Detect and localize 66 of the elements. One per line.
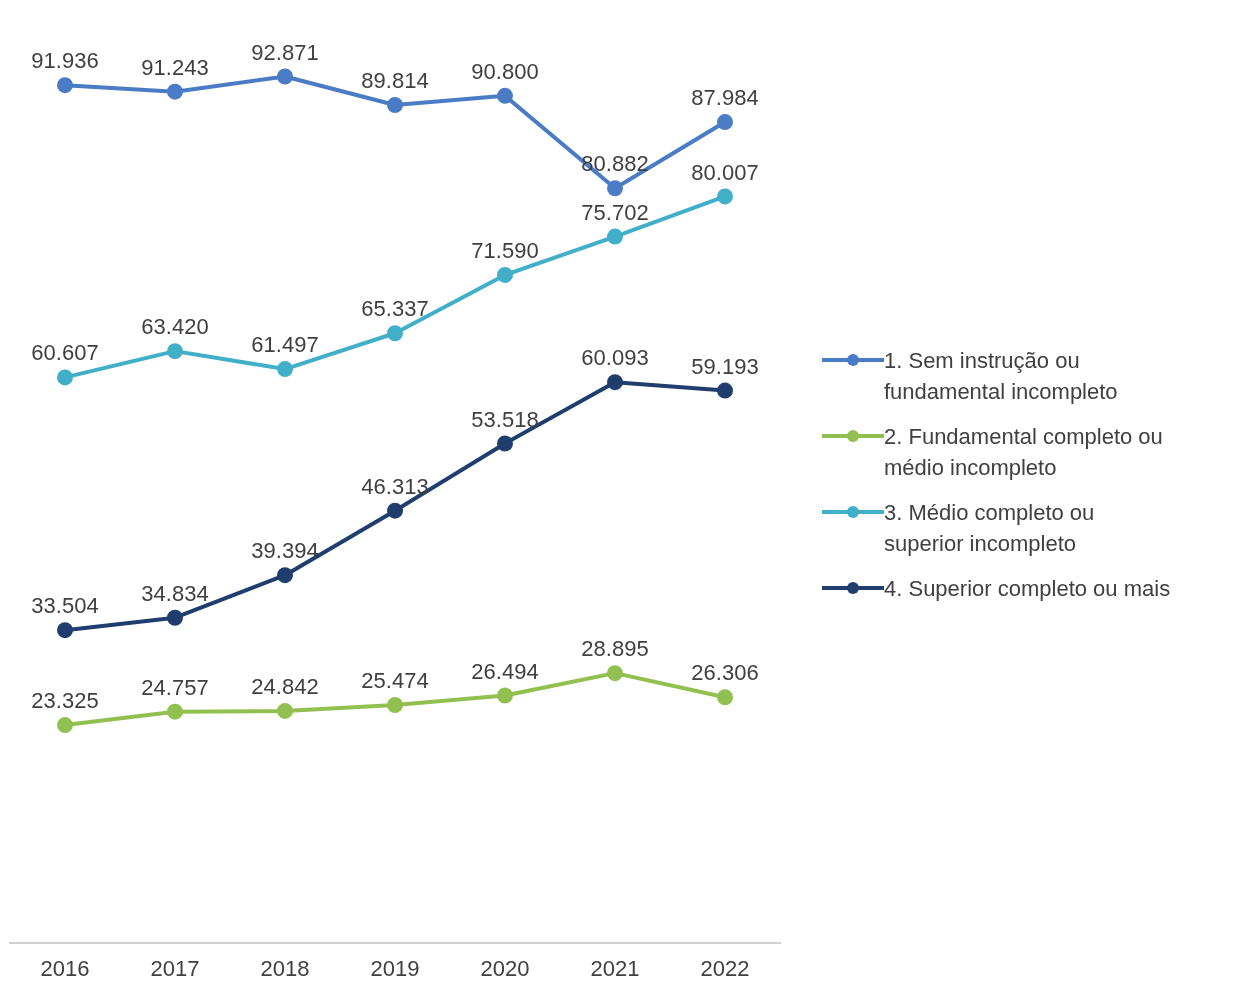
data-label: 28.895 bbox=[581, 636, 649, 662]
data-label: 90.800 bbox=[471, 58, 539, 84]
data-label: 46.313 bbox=[361, 473, 429, 499]
point bbox=[717, 188, 733, 205]
legend-label: 3. Médio completo ou superior incompleto bbox=[884, 499, 1096, 558]
data-label: 65.337 bbox=[361, 296, 429, 322]
point bbox=[717, 689, 733, 706]
data-label: 80.007 bbox=[691, 159, 759, 185]
point bbox=[607, 228, 623, 245]
data-label: 39.394 bbox=[251, 538, 319, 564]
data-label: 34.834 bbox=[141, 580, 209, 606]
point bbox=[277, 68, 293, 85]
legend-label: 1. Sem instrução ou fundamental incompleto bbox=[884, 347, 1119, 406]
data-label: 23.325 bbox=[31, 688, 99, 714]
x-tick-label: 2019 bbox=[370, 955, 420, 981]
x-tick-label: 2018 bbox=[260, 955, 310, 981]
point bbox=[497, 87, 513, 104]
data-label: 33.504 bbox=[31, 593, 99, 619]
point bbox=[167, 609, 183, 626]
x-tick-label: 2022 bbox=[700, 955, 750, 981]
x-tick-label: 2016 bbox=[40, 955, 90, 981]
point bbox=[277, 361, 293, 378]
point bbox=[57, 77, 73, 94]
point bbox=[387, 697, 403, 714]
data-label: 61.497 bbox=[251, 332, 319, 358]
x-tick-label: 2017 bbox=[150, 955, 200, 981]
point bbox=[387, 325, 403, 342]
data-label: 75.702 bbox=[581, 199, 649, 225]
point bbox=[497, 266, 513, 283]
data-label: 91.243 bbox=[141, 54, 209, 80]
point bbox=[607, 374, 623, 391]
data-label: 92.871 bbox=[251, 39, 319, 65]
point bbox=[167, 83, 183, 100]
point bbox=[497, 435, 513, 452]
data-label: 89.814 bbox=[361, 68, 429, 94]
legend-label: 2. Fundamental completo ou médio incompleto bbox=[884, 423, 1164, 482]
data-label: 60.607 bbox=[31, 340, 99, 366]
point bbox=[387, 97, 403, 113]
point bbox=[57, 717, 73, 734]
point bbox=[167, 703, 183, 720]
point bbox=[277, 702, 293, 719]
point bbox=[57, 369, 73, 386]
data-label: 59.193 bbox=[691, 353, 759, 379]
point bbox=[387, 502, 403, 519]
data-label: 63.420 bbox=[141, 314, 209, 340]
point bbox=[717, 382, 733, 399]
data-label: 25.474 bbox=[361, 668, 429, 694]
point bbox=[57, 622, 73, 639]
x-tick-label: 2020 bbox=[480, 955, 530, 981]
data-label: 91.936 bbox=[31, 48, 99, 74]
data-label: 53.518 bbox=[471, 406, 539, 432]
legend-label: 4. Superior completo ou mais bbox=[884, 575, 1171, 603]
point bbox=[167, 343, 183, 360]
point bbox=[607, 180, 623, 197]
data-label: 60.093 bbox=[581, 345, 649, 371]
point bbox=[717, 114, 733, 131]
x-tick-label: 2021 bbox=[590, 955, 640, 981]
data-label: 26.306 bbox=[691, 660, 759, 686]
point bbox=[497, 687, 513, 704]
data-label: 26.494 bbox=[471, 658, 539, 684]
point bbox=[607, 665, 623, 682]
data-label: 24.757 bbox=[141, 674, 209, 700]
point bbox=[277, 567, 293, 584]
data-label: 71.590 bbox=[471, 238, 539, 264]
data-label: 24.842 bbox=[251, 673, 319, 699]
data-label: 87.984 bbox=[691, 85, 759, 111]
